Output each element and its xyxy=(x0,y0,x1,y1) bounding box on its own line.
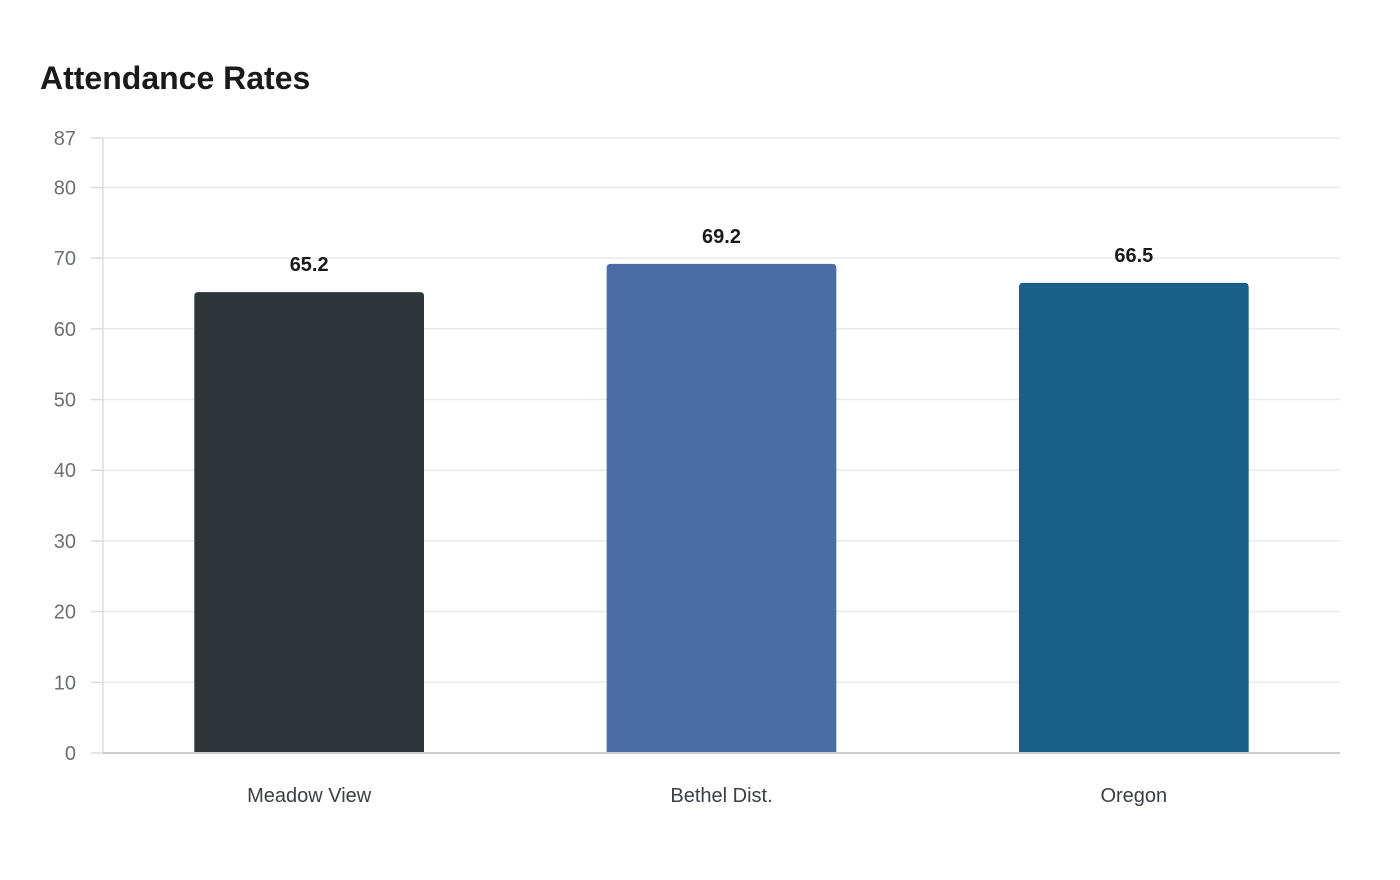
y-axis-ticks: 0 10 20 30 40 50 60 70 80 87 xyxy=(54,128,103,765)
bar-oregon xyxy=(1018,282,1249,753)
x-axis-categories: Meadow View Bethel Dist. Oregon xyxy=(247,785,1167,807)
bars xyxy=(194,263,1249,753)
chart-title: Attendance Rates xyxy=(40,60,311,96)
value-labels: 65.2 69.2 66.5 xyxy=(290,226,1154,276)
y-tick-label: 10 xyxy=(54,672,76,694)
y-tick-label: 20 xyxy=(54,602,76,624)
x-category-label: Meadow View xyxy=(247,785,372,807)
y-tick-label: 40 xyxy=(54,460,76,482)
y-tick-label: 0 xyxy=(65,743,76,765)
x-category-label: Oregon xyxy=(1100,785,1167,807)
y-tick-label: 30 xyxy=(54,531,76,553)
y-tick-label: 60 xyxy=(54,319,76,341)
bar-bethel-dist xyxy=(606,263,837,753)
y-tick-label: 70 xyxy=(54,248,76,270)
bar-value-label: 69.2 xyxy=(702,226,741,248)
bar-value-label: 66.5 xyxy=(1114,245,1153,267)
y-tick-label: 80 xyxy=(54,177,76,199)
y-tick-label: 50 xyxy=(54,390,76,412)
bar-meadow-view xyxy=(194,292,425,753)
y-tick-label: 87 xyxy=(54,128,76,150)
x-category-label: Bethel Dist. xyxy=(670,785,772,807)
bar-value-label: 65.2 xyxy=(290,254,329,276)
